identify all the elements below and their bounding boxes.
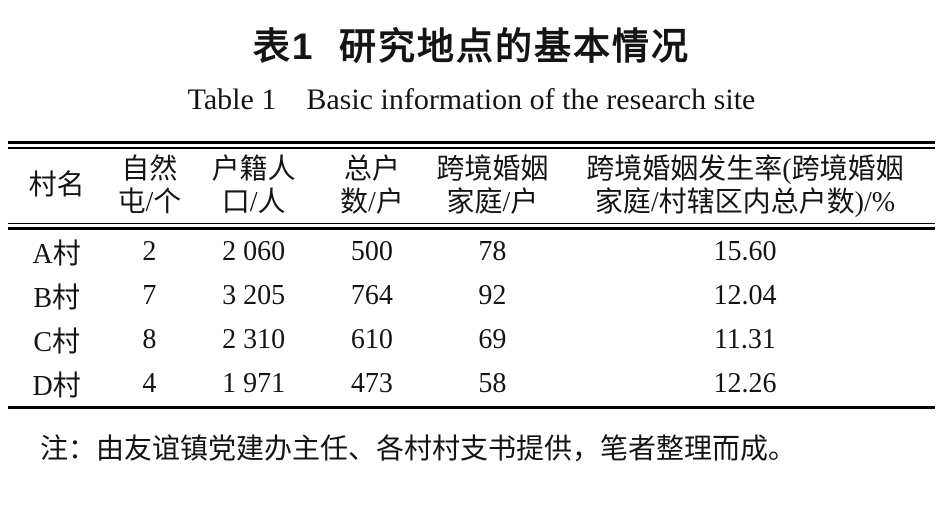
paper-page: 表1 研究地点的基本情况 Table 1 Basic information o… — [0, 24, 941, 469]
table-row: A村 2 2 060 500 78 15.60 — [8, 230, 935, 274]
header-separator-row — [8, 222, 935, 230]
table-cell: 4 — [142, 368, 157, 399]
table-cell: 12.26 — [713, 368, 777, 399]
table-cell: 12.04 — [713, 280, 777, 311]
table-cell: 2 310 — [222, 324, 286, 355]
table-row: D村 4 1 971 473 58 12.26 — [8, 362, 935, 406]
table-cell: 15.60 — [713, 236, 777, 267]
table-title-chinese: 表1 研究地点的基本情况 — [252, 26, 691, 67]
table-cell: 2 060 — [222, 236, 286, 267]
table-cell: B村 — [33, 283, 80, 314]
table-cell: 58 — [478, 368, 507, 399]
table-top-rule-thick — [8, 141, 935, 144]
table-row: B村 7 3 205 764 92 12.04 — [8, 274, 935, 318]
header-separator-thick — [8, 227, 935, 230]
header-separator-thin — [8, 222, 935, 224]
table-cell: 610 — [350, 324, 393, 355]
table-title-english: Table 1 Basic information of the researc… — [187, 83, 756, 116]
table-body: A村 2 2 060 500 78 15.60 B村 7 3 205 764 9… — [8, 222, 935, 407]
table-cell: 3 205 — [222, 280, 286, 311]
table-cell: 69 — [478, 324, 507, 355]
column-header-registered-population: 户籍人 口/人 — [211, 153, 296, 218]
column-header-cross-border-marriage-families: 跨境婚姻 家庭/户 — [436, 153, 549, 218]
table-cell: 764 — [350, 280, 393, 311]
table-note: 注：由友谊镇党建办主任、各村村支书提供，笔者整理而成。 — [40, 434, 797, 465]
table-cell: 500 — [350, 236, 393, 267]
table-row: C村 8 2 310 610 69 11.31 — [8, 318, 935, 362]
table-cell: 78 — [478, 236, 507, 267]
column-header-village-name: 村名 — [28, 170, 85, 201]
column-header-natural-hamlets: 自然 屯/个 — [117, 153, 182, 218]
table-cell: 7 — [142, 280, 157, 311]
header-row: 村名 自然 屯/个 户籍人 口/人 总户 数/户 跨境婚姻 家庭/户 跨境婚姻发… — [8, 149, 935, 223]
table-cell: A村 — [32, 239, 81, 270]
table-cell: 2 — [142, 236, 157, 267]
table-cell: 92 — [478, 280, 507, 311]
table-cell: D村 — [32, 371, 81, 402]
table-top-rule-thin — [8, 147, 935, 149]
table-cell: 473 — [350, 368, 393, 399]
table-region: 村名 自然 屯/个 户籍人 口/人 总户 数/户 跨境婚姻 家庭/户 跨境婚姻发… — [8, 141, 935, 409]
table-cell: 8 — [142, 324, 157, 355]
table-cell: 1 971 — [222, 368, 286, 399]
table-cell: C村 — [33, 327, 80, 358]
column-header-cross-border-marriage-rate: 跨境婚姻发生率(跨境婚姻 家庭/村辖区内总户数)/% — [586, 153, 904, 218]
table-header: 村名 自然 屯/个 户籍人 口/人 总户 数/户 跨境婚姻 家庭/户 跨境婚姻发… — [8, 149, 935, 223]
data-table: 村名 自然 屯/个 户籍人 口/人 总户 数/户 跨境婚姻 家庭/户 跨境婚姻发… — [8, 149, 935, 407]
table-cell: 11.31 — [713, 324, 776, 355]
column-header-total-households: 总户 数/户 — [339, 153, 404, 218]
header-separator-rule — [8, 222, 935, 230]
table-bottom-rule — [8, 406, 935, 409]
